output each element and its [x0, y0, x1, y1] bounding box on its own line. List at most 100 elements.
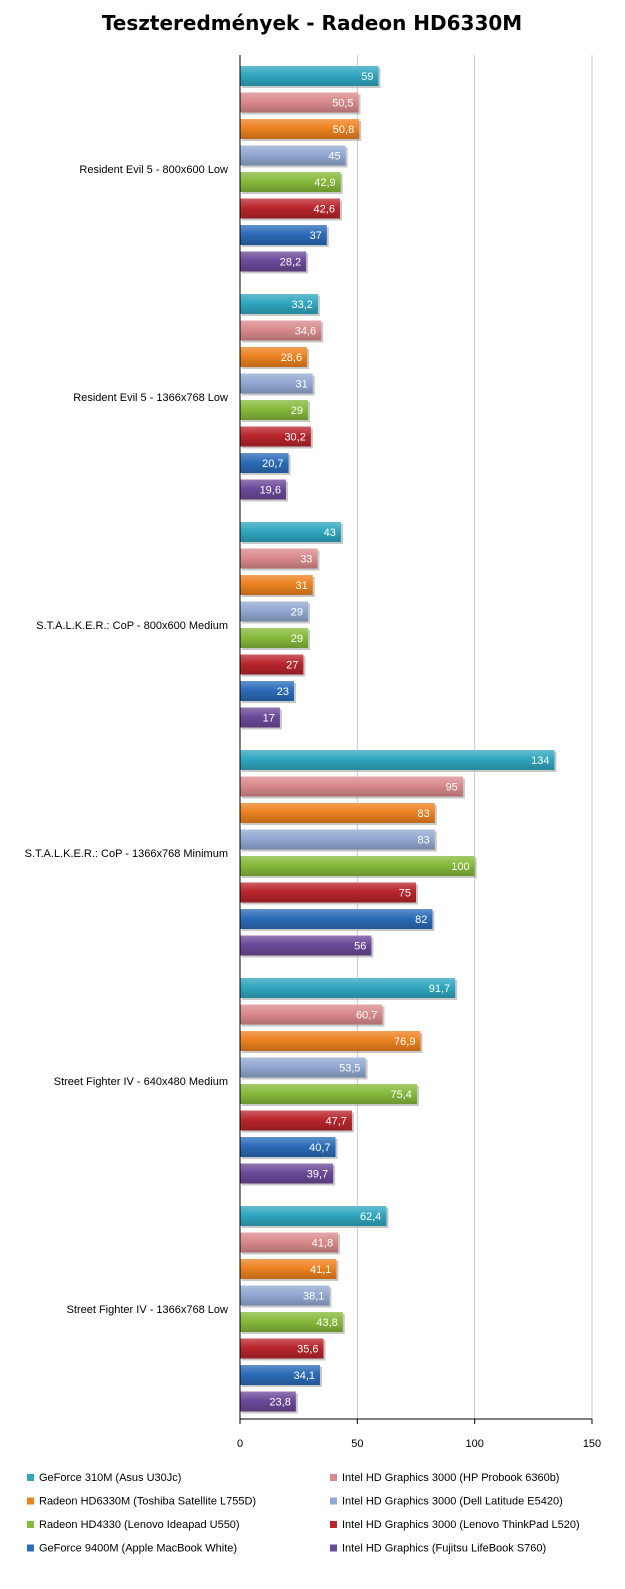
- bar: [240, 776, 463, 797]
- legend-swatch: [330, 1521, 337, 1528]
- bar-value-label: 53,5: [339, 1063, 360, 1075]
- bar: [240, 909, 433, 929]
- bar: [240, 1206, 387, 1226]
- bar-value-label: 35,6: [297, 1344, 318, 1356]
- bar-value-label: 41,8: [312, 1238, 333, 1250]
- bar: [240, 935, 372, 956]
- bar-value-label: 29: [291, 607, 303, 619]
- bar-value-label: 38,1: [303, 1291, 324, 1303]
- bar-value-label: 17: [263, 713, 275, 725]
- bar-value-label: 42,6: [314, 204, 335, 216]
- legend-label: Intel HD Graphics 3000 (HP Probook 6360b…: [342, 1472, 559, 1484]
- bar-value-label: 95: [446, 782, 458, 794]
- bar-value-label: 34,6: [295, 326, 316, 338]
- legend-label: GeForce 9400M (Apple MacBook White): [39, 1543, 237, 1555]
- bar: [240, 251, 307, 272]
- legend-item: Radeon HD4330 (Lenovo Ideapad U550): [27, 1519, 240, 1531]
- bar-value-label: 82: [415, 914, 427, 926]
- bars: 59 50,5 50,8 45 42,9 42,6 37 28,2 33,2 34,6 28,6 31…: [240, 66, 557, 1414]
- bar-value-label: 47,7: [326, 1116, 347, 1128]
- bar: [240, 1031, 421, 1051]
- bar-value-label: 31: [295, 580, 307, 592]
- legend-swatch: [27, 1474, 34, 1481]
- bar-value-label: 91,7: [429, 983, 450, 995]
- legend-swatch: [27, 1544, 34, 1552]
- category-label: S.T.A.L.K.E.R.: CoP - 800x600 Medium: [36, 620, 228, 632]
- bar-value-label: 45: [328, 151, 340, 163]
- category-label: Resident Evil 5 - 1366x768 Low: [73, 392, 228, 404]
- category-label: S.T.A.L.K.E.R.: CoP - 1366x768 Minimum: [25, 848, 228, 860]
- bar-value-label: 43,8: [316, 1317, 337, 1329]
- bar: [240, 198, 340, 219]
- bar: [240, 1285, 330, 1306]
- bar-value-label: 28,2: [280, 257, 301, 269]
- bar: [240, 479, 286, 500]
- bar: [240, 92, 359, 113]
- bar-value-label: 39,7: [307, 1169, 328, 1181]
- legend-label: Intel HD Graphics 3000 (Lenovo ThinkPad …: [342, 1519, 580, 1531]
- x-tick-label: 100: [465, 1438, 483, 1450]
- bar: [240, 1004, 383, 1025]
- bar-value-label: 50,8: [333, 124, 354, 136]
- legend-swatch: [27, 1521, 34, 1528]
- bar: [240, 1057, 366, 1078]
- bar: [240, 426, 311, 447]
- bar-value-label: 83: [418, 808, 430, 820]
- bar-value-label: 60,7: [356, 1010, 377, 1022]
- x-tick-label: 150: [583, 1438, 601, 1450]
- bar: [240, 1365, 321, 1385]
- legend-swatch: [330, 1474, 337, 1481]
- bar: [240, 1338, 324, 1359]
- x-tick-label: 0: [237, 1438, 243, 1450]
- bar: [240, 654, 304, 675]
- bar: [240, 829, 435, 850]
- bar-value-label: 76,9: [394, 1036, 415, 1048]
- bar-value-label: 33,2: [291, 299, 312, 311]
- bar: [240, 548, 318, 569]
- bar-value-label: 62,4: [360, 1211, 381, 1223]
- bar: [240, 628, 309, 648]
- bar: [240, 66, 379, 86]
- legend-label: Intel HD Graphics 3000 (Dell Latitude E5…: [342, 1496, 563, 1508]
- bar: [240, 1312, 343, 1332]
- bar: [240, 1232, 339, 1253]
- bar: [240, 681, 294, 701]
- bar-value-label: 75: [399, 888, 411, 900]
- legend-label: Radeon HD4330 (Lenovo Ideapad U550): [39, 1519, 240, 1531]
- bar: [240, 347, 308, 367]
- bar: [240, 373, 313, 394]
- legend-label: GeForce 310M (Asus U30Jc): [39, 1472, 181, 1484]
- bar-value-label: 31: [295, 379, 307, 391]
- bar: [240, 1084, 417, 1104]
- legend-item: GeForce 310M (Asus U30Jc): [27, 1472, 181, 1484]
- x-tick-label: 50: [351, 1438, 363, 1450]
- bar-value-label: 40,7: [309, 1142, 330, 1154]
- legend-item: Intel HD Graphics (Fujitsu LifeBook S760…: [330, 1543, 546, 1555]
- bar: [240, 882, 416, 903]
- bar-value-label: 43: [324, 527, 336, 539]
- bar: [240, 320, 322, 341]
- category-label: Resident Evil 5 - 800x600 Low: [79, 164, 228, 176]
- bar: [240, 856, 475, 876]
- bar: [240, 1163, 334, 1184]
- legend-item: GeForce 9400M (Apple MacBook White): [27, 1543, 237, 1555]
- legend-item: Intel HD Graphics 3000 (HP Probook 6360b…: [330, 1472, 559, 1484]
- bar: [240, 453, 289, 473]
- legend-label: Radeon HD6330M (Toshiba Satellite L755D): [39, 1496, 256, 1508]
- bar: [240, 575, 313, 595]
- bar-value-label: 100: [451, 861, 469, 873]
- bar: [240, 1137, 336, 1157]
- legend-item: Radeon HD6330M (Toshiba Satellite L755D): [27, 1496, 256, 1508]
- bar-value-label: 23: [277, 686, 289, 698]
- bar: [240, 119, 360, 139]
- bar: [240, 294, 318, 314]
- bar-value-label: 134: [531, 755, 549, 767]
- bar-value-label: 29: [291, 405, 303, 417]
- bar: [240, 172, 341, 192]
- legend: GeForce 310M (Asus U30Jc) Intel HD Graphi…: [27, 1472, 580, 1555]
- legend-swatch: [330, 1544, 337, 1552]
- chart-title: Teszteredmények - Radeon HD6330M: [102, 11, 522, 35]
- bar: [240, 978, 456, 998]
- legend-label: Intel HD Graphics (Fujitsu LifeBook S760…: [342, 1543, 546, 1555]
